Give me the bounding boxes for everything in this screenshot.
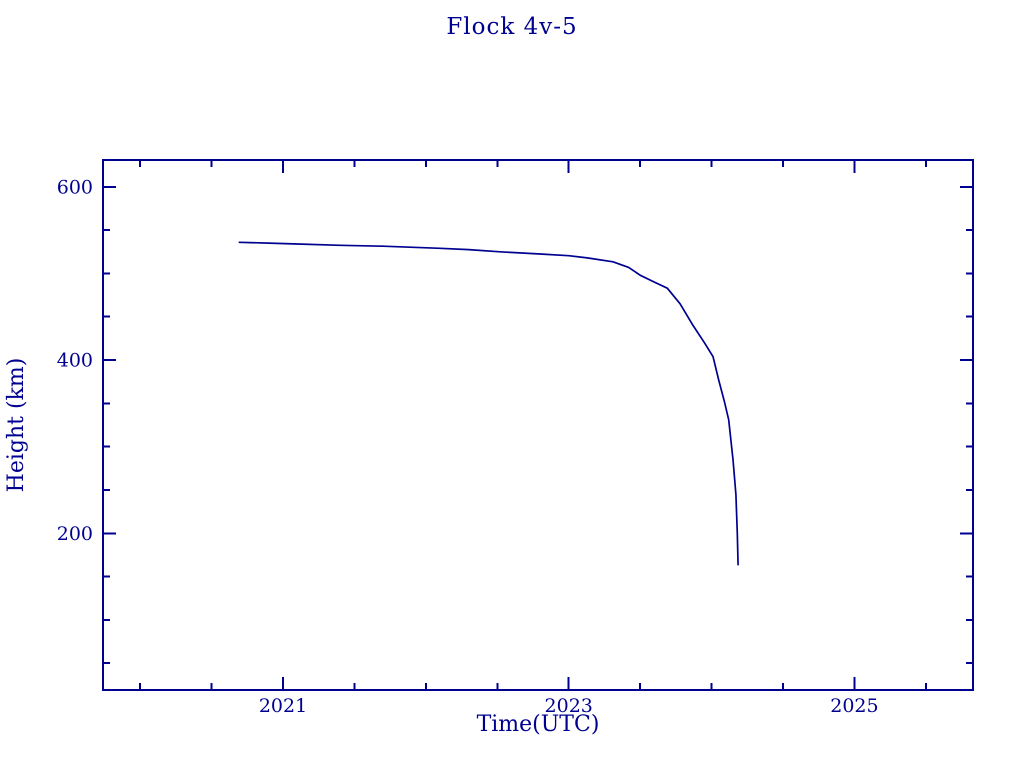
x-tick-label: 2023	[545, 695, 593, 717]
y-tick-label: 400	[57, 350, 93, 372]
x-axis-label: Time(UTC)	[476, 712, 600, 737]
x-tick-label: 2025	[830, 695, 878, 717]
y-tick-label: 600	[57, 176, 93, 198]
decay-curve	[238, 241, 739, 566]
chart-title: Flock 4v-5	[446, 14, 578, 40]
plot-frame	[102, 159, 974, 691]
y-tick-label: 200	[57, 523, 93, 545]
x-tick-label: 2021	[259, 695, 307, 717]
